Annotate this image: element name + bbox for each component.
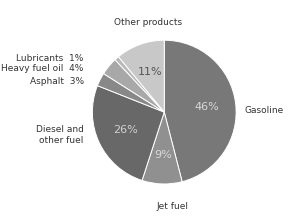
- Text: 9%: 9%: [154, 150, 172, 160]
- Wedge shape: [118, 40, 164, 112]
- Text: 11%: 11%: [137, 67, 162, 77]
- Wedge shape: [92, 86, 164, 181]
- Wedge shape: [115, 57, 164, 112]
- Wedge shape: [164, 40, 236, 182]
- Text: Other products: Other products: [114, 18, 182, 27]
- Text: Diesel and
other fuel: Diesel and other fuel: [36, 125, 84, 145]
- Wedge shape: [142, 112, 182, 184]
- Wedge shape: [98, 74, 164, 112]
- Text: Gasoline: Gasoline: [245, 106, 284, 115]
- Text: 46%: 46%: [195, 102, 219, 112]
- Text: Asphalt  3%: Asphalt 3%: [30, 77, 84, 86]
- Wedge shape: [103, 60, 164, 112]
- Text: Heavy fuel oil  4%: Heavy fuel oil 4%: [2, 64, 84, 74]
- Text: 26%: 26%: [113, 125, 138, 135]
- Text: Lubricants  1%: Lubricants 1%: [16, 54, 84, 63]
- Text: Jet fuel: Jet fuel: [157, 202, 189, 211]
